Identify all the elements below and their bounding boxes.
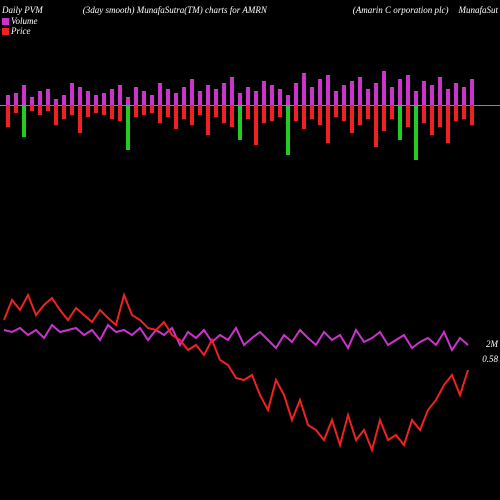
line-price xyxy=(4,295,468,450)
line-chart xyxy=(0,0,500,500)
axis-label-volume: 2M xyxy=(486,339,498,349)
axis-label-price: 0.58 xyxy=(482,354,498,364)
line-volume xyxy=(4,325,468,350)
